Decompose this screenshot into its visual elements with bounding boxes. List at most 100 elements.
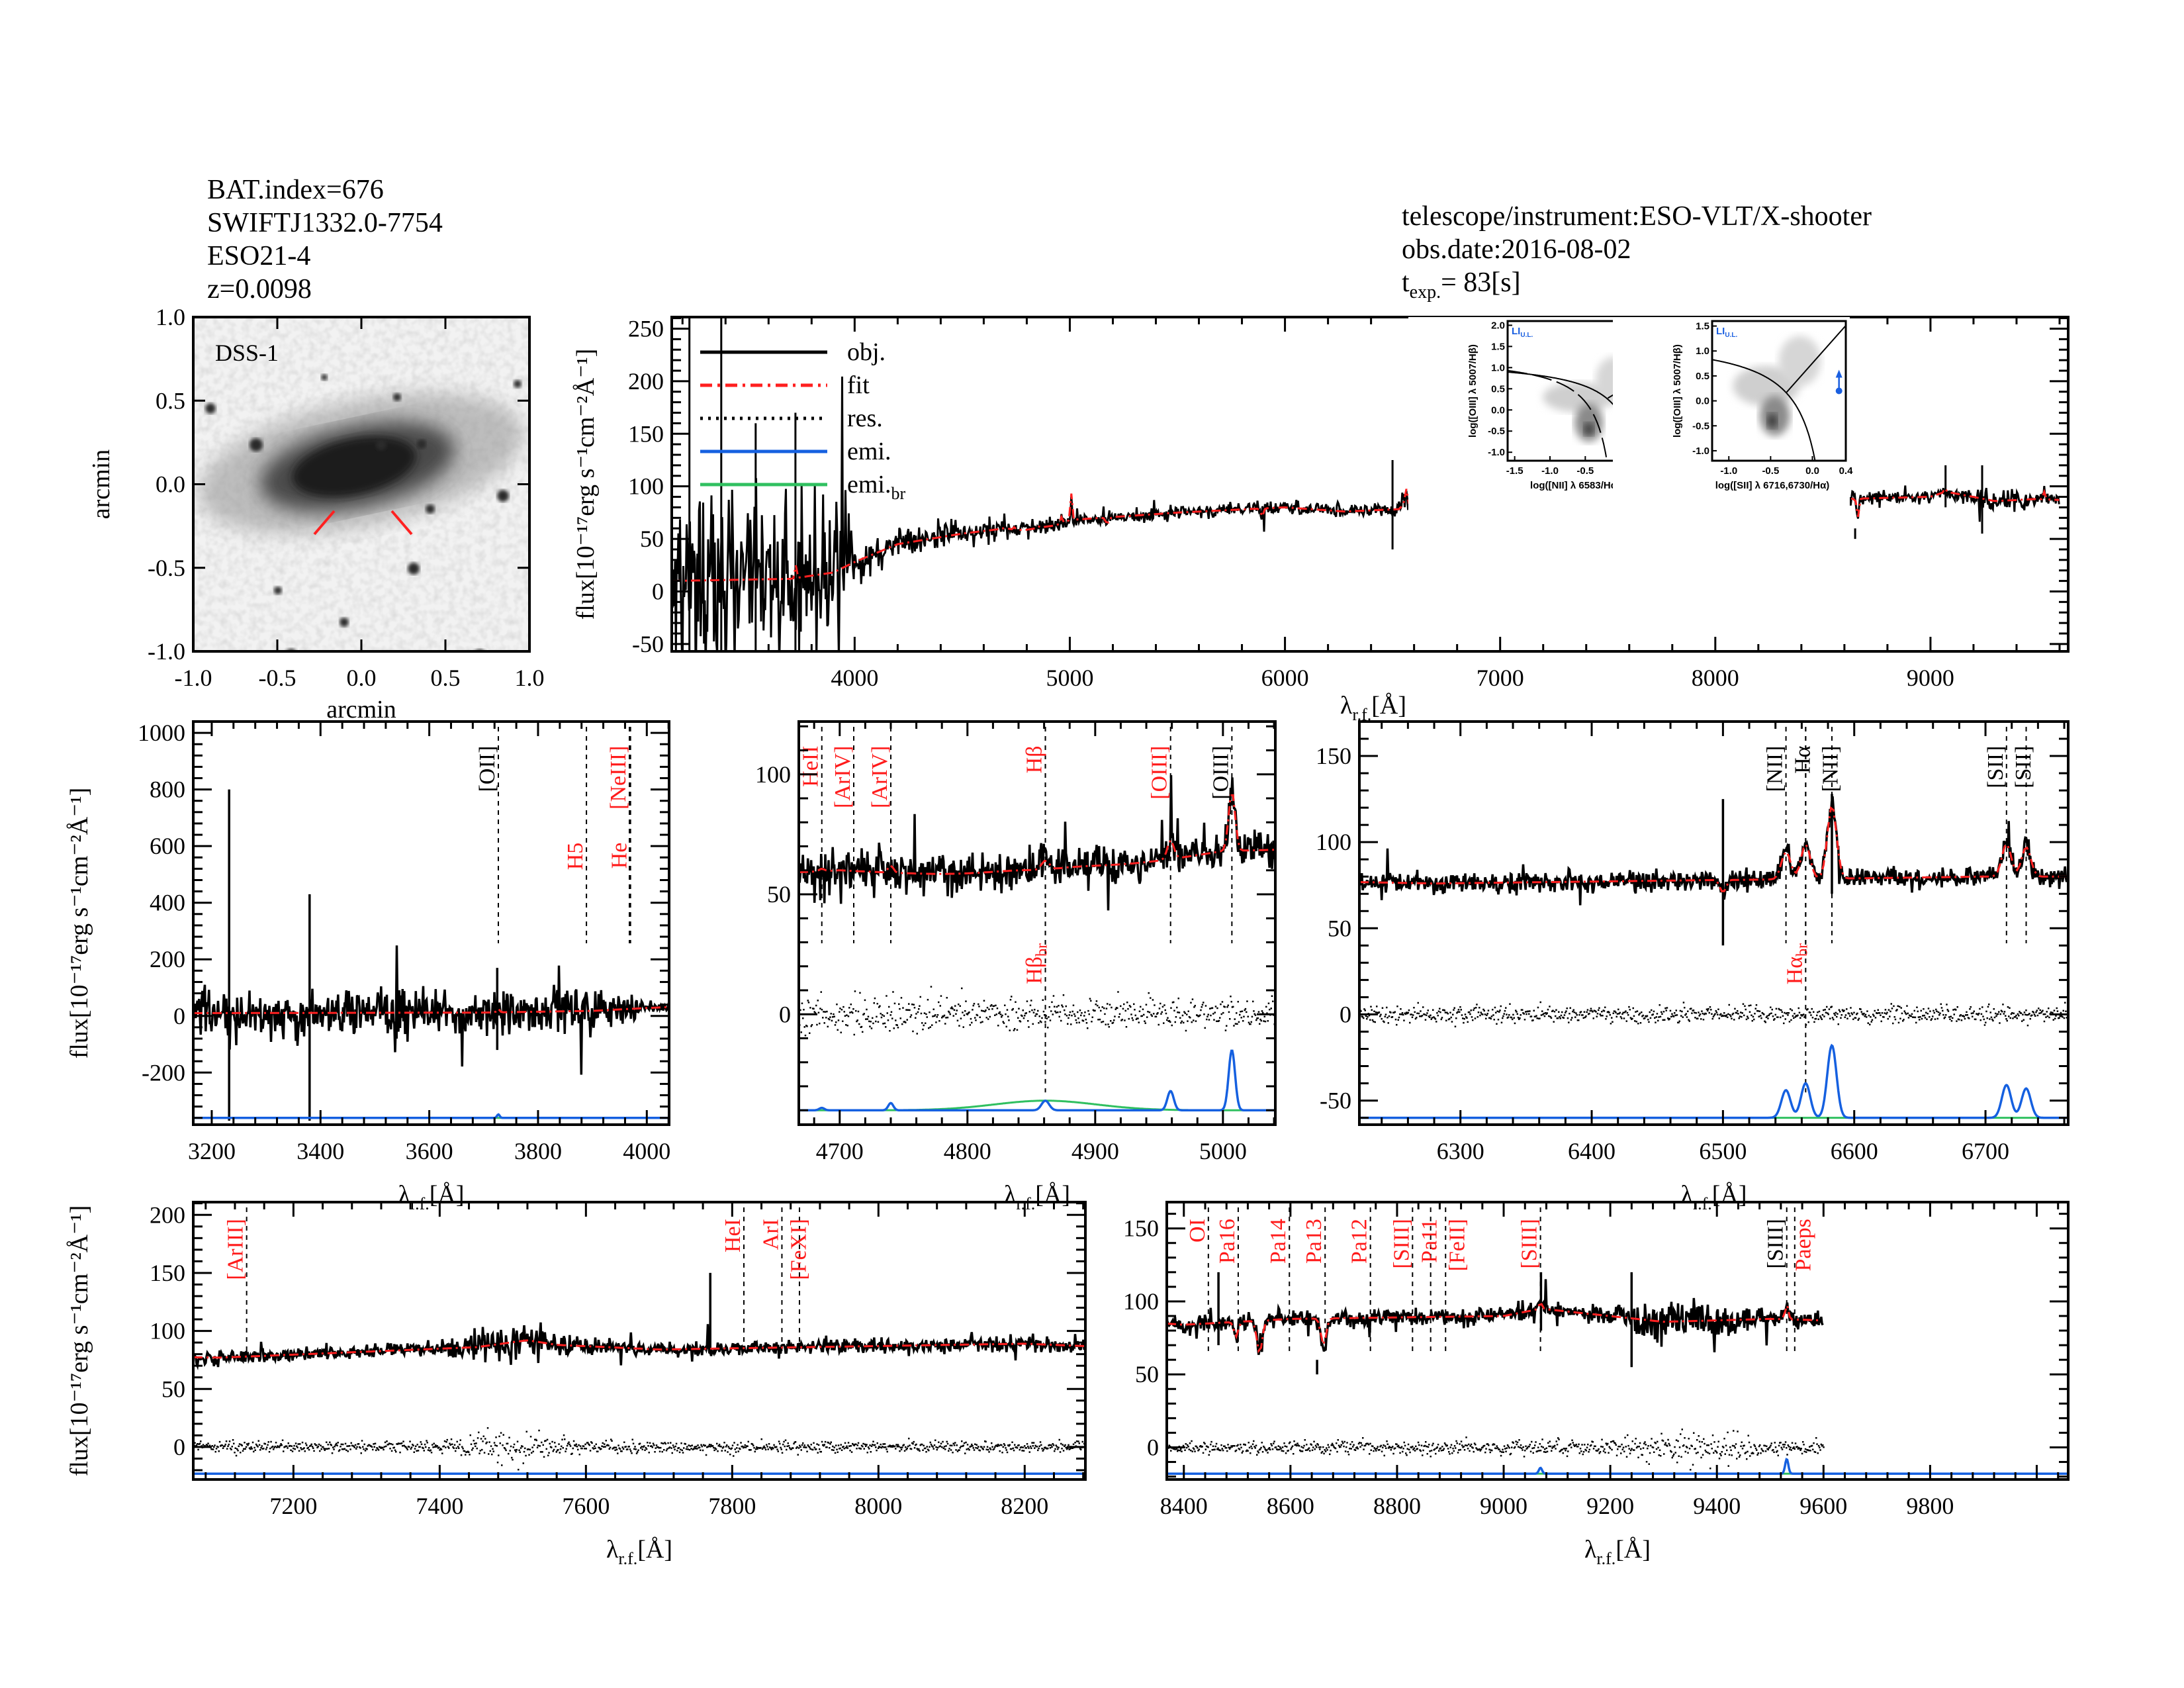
y-tick-label: 50 [1135,1361,1159,1387]
line-label: [FeII] [1445,1219,1469,1271]
line-label: Hβ [1023,746,1047,774]
star [205,403,216,414]
image-label: DSS-1 [215,340,279,366]
y-tick-label: 100 [1123,1288,1159,1315]
line-label: [SIII] [1764,1219,1788,1269]
star [408,563,420,575]
x-tick-label: 4800 [944,1138,991,1164]
classification-label: LIU.L. [1716,326,1737,339]
galaxy-name: ESO21-4 [207,241,310,271]
y-tick-label: 100 [755,761,791,788]
y-tick-label: 1.0 [1696,346,1709,357]
bpt-diagram-sii: LIU.L. -1.0 -0.5 0.0 0.4 -1.0 -0.5 0.0 0.5 1.0 1.5… [1613,317,1853,530]
y-tick-label: -1.0 [1488,447,1505,458]
x-tick-label: 3200 [188,1138,236,1164]
dss-image-panel: DSS-1 -1.0-1.0 -0.5 -0.5 0.0 0.0 0.5 0.5 1.0 1.0 a… [87,304,545,724]
bat-index: BAT.index=676 [207,175,384,205]
y-tick-label: 0.5 [1491,383,1505,395]
y-tick-label: 2.0 [1491,320,1505,331]
y-tick-label: 50 [640,526,664,552]
line-label: HeII [799,746,823,787]
x-tick-label: 5000 [1199,1138,1247,1164]
x-axis-label: log([NII] λ 6583/Hα) [1530,480,1620,491]
plot-frame [192,1201,1087,1481]
x-tick-label: 6700 [1962,1138,2009,1164]
y-axis-label: log([OIII] λ 5007/Hβ) [1467,344,1479,438]
x-axis-label: λr.f.[Å] [1584,1536,1651,1568]
swift-name: SWIFTJ1332.0-7754 [207,208,443,238]
x-tick-label: 7400 [416,1493,463,1519]
y-tick-label: -50 [1320,1088,1351,1114]
density-contour [1767,413,1778,429]
legend: obj. fit res. emi. emi.br [700,338,905,503]
x-tick-label: 3600 [406,1138,453,1164]
residual-points [799,986,1275,1037]
y-tick-label: 100 [150,1318,185,1344]
fit-spectrum [193,1339,1085,1359]
exposure-time: texp.= 83[s] [1402,267,1521,303]
x-tick-label: 4900 [1071,1138,1119,1164]
legend-label: obj. [847,338,886,366]
emission-model [1167,1458,2068,1475]
line-label: [ArIV] [868,746,892,808]
ticks [193,1202,1085,1479]
x-axis-label: λr.f.[Å] [1340,692,1406,724]
header-source-info: BAT.index=676 SWIFTJ1332.0-7754 ESO21-4 … [207,175,443,305]
line-label: [OII] [475,746,500,792]
x-axis-label: λr.f.[Å] [606,1536,672,1568]
x-tick-label: -1.0 [1541,465,1559,477]
star [417,440,426,449]
x-tick-label: -1.5 [1506,465,1524,477]
fit-spectrum [1359,806,2067,892]
x-tick-label: 4000 [623,1138,670,1164]
x-tick-label: 8600 [1267,1493,1314,1519]
x-tick-label: 4700 [816,1138,864,1164]
panel-overview: 4000 5000 6000 7000 8000 9000 -50 0 50 100 150 200 2… [572,315,2070,724]
seyfert-liner-line [1786,325,1846,393]
y-tick-label: 0.0 [156,471,185,498]
line-label: [SIII] [1518,1219,1542,1269]
star [321,374,328,381]
line-label: [OIII] [1148,746,1172,800]
line-label: [ArIV] [831,746,855,808]
star [340,618,349,627]
line-label: [ArIII] [224,1219,248,1280]
x-axis-label: log([SII] λ 6716,6730/Hα) [1715,480,1830,491]
y-tick-label: -1.0 [148,638,185,665]
x-tick-label: 8000 [1692,665,1739,691]
x-tick-label: 9400 [1693,1493,1741,1519]
y-tick-label: -50 [632,631,664,657]
panel-red2: OI Pa16 Pa14 Pa13 Pa12 [SIII] Pa11 [FeII] [SIII]… [1123,1201,2070,1568]
line-label: OI [1185,1219,1210,1243]
observed-spectrum [1167,1272,1824,1375]
header-observation-info: telescope/instrument:ESO-VLT/X-shooter o… [1402,201,1872,303]
y-tick-label: 150 [628,420,664,447]
line-label: Pa13 [1302,1219,1326,1264]
x-tick-label: 7800 [708,1493,756,1519]
line-label: Hαbr [1782,943,1811,984]
density-contour [1779,336,1821,386]
line-label: [FeXI] [786,1219,811,1280]
y-axis-label: log([OIII] λ 5007/Hβ) [1672,344,1683,438]
ticks [1167,1202,2068,1479]
line-label: [NII] [1763,746,1788,792]
redshift: z=0.0098 [207,274,312,305]
ticks [672,317,2068,651]
x-tick-label: 6400 [1568,1138,1615,1164]
x-tick-label: 9600 [1799,1493,1847,1519]
y-tick-label: 50 [767,881,791,908]
observation-date: obs.date:2016-08-02 [1402,234,1631,265]
x-tick-label: 6000 [1261,665,1309,691]
x-axis-label: λr.f.[Å] [398,1181,464,1213]
observed-spectrum [193,1272,1085,1371]
star [376,440,387,450]
line-label: HeI [721,1219,745,1252]
plot-frame [192,720,670,1126]
y-tick-label: 200 [150,1201,185,1228]
x-tick-label: -0.5 [259,665,296,691]
x-tick-label: 3800 [514,1138,562,1164]
y-tick-label: 0.5 [1696,371,1709,382]
density-contour [1584,422,1594,436]
